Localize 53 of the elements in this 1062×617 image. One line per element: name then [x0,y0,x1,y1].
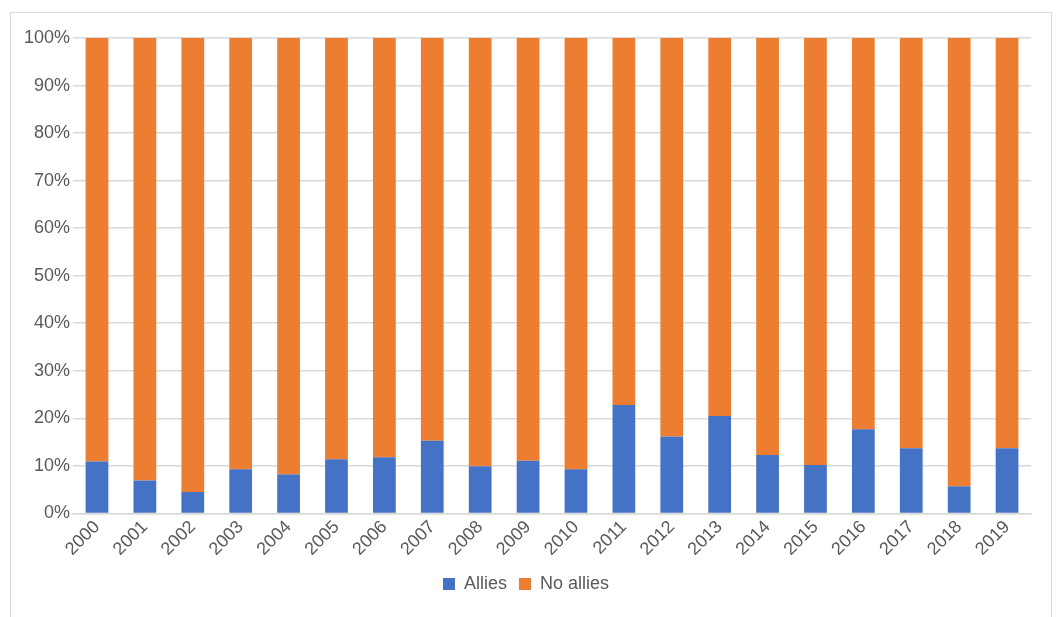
bar [947,486,971,513]
bar [756,454,779,513]
legend-label: No allies [539,572,610,593]
bar [899,448,923,513]
bar [229,469,253,513]
bar [564,38,588,470]
bar [804,38,827,465]
bar [564,469,588,513]
bar [708,415,732,513]
bar [612,405,636,513]
y-tick-label: 60% [34,217,71,238]
bar [516,38,540,461]
bar [133,480,157,513]
bar [420,440,444,513]
bar [373,457,396,513]
y-tick-label: 80% [34,122,71,143]
y-tick-label: 50% [34,264,71,285]
bar [420,38,444,441]
bar [468,466,492,513]
bar [851,429,875,513]
y-tick-label: 0% [44,502,71,523]
bar [277,38,300,475]
legend-label: Allies [463,572,507,593]
bar [181,492,205,513]
bar [612,38,636,406]
bar [851,38,875,430]
y-tick-label: 40% [34,312,71,333]
bar [373,38,396,458]
bar [468,38,492,467]
bar [947,38,971,487]
y-tick-label: 20% [34,407,71,428]
y-tick-label: 90% [34,74,71,95]
y-tick-label: 10% [34,454,71,475]
bar [325,459,348,513]
bar [756,38,779,455]
y-tick-label: 70% [34,169,71,190]
bar [133,38,157,481]
bar [181,38,205,493]
bar [325,38,348,460]
bar [660,436,684,513]
bar [995,448,1019,513]
bar [708,38,732,416]
bar [229,38,253,470]
bar [995,38,1019,449]
y-tick-label: 30% [34,359,71,380]
bar [85,38,109,462]
bar [277,474,300,513]
y-tick-label: 100% [23,26,71,47]
bar [660,38,684,437]
bar [516,460,540,513]
bar [804,464,827,513]
bar [899,38,923,449]
bar [85,461,109,513]
